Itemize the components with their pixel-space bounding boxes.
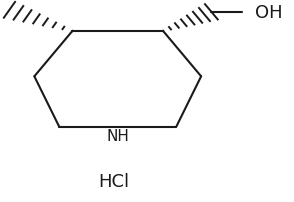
Text: OH: OH [255,4,283,22]
Text: HCl: HCl [98,172,129,190]
Text: NH: NH [106,129,129,144]
